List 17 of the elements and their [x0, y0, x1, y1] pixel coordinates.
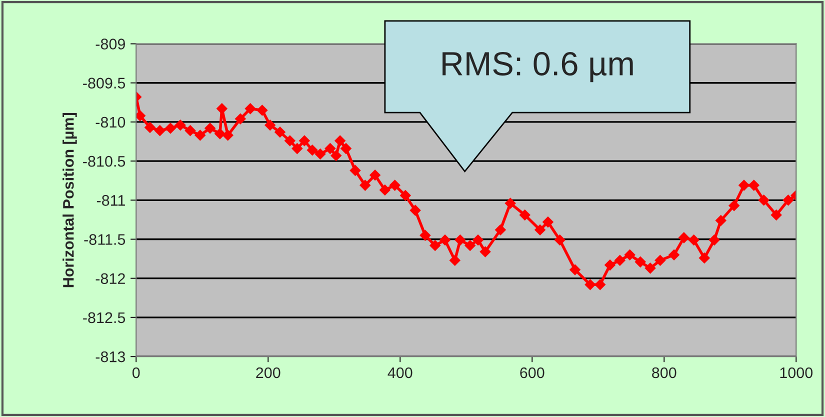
x-tick-label: 600	[520, 367, 544, 378]
x-tick-label: 0	[132, 367, 140, 378]
y-tick-label: -811.5	[84, 234, 126, 245]
x-tick-label: 1000	[780, 367, 813, 378]
y-tick-label: -809	[96, 38, 125, 50]
x-tick-label: 200	[256, 367, 280, 378]
annotation: RMS: 0.6 µm	[442, 52, 633, 82]
y-axis-title: Horizontal Position [µm]	[62, 113, 77, 288]
y-tick-label: -810	[96, 116, 126, 128]
x-tick-label: 800	[652, 367, 676, 378]
y-tick-label: -811	[96, 195, 125, 206]
y-tick-label: -812	[96, 273, 125, 284]
x-tick-label: 400	[388, 367, 412, 378]
y-tick-label: -810.5	[83, 156, 126, 167]
y-tick-label: -809.5	[83, 78, 126, 89]
y-tick-label: -812.5	[83, 312, 126, 324]
y-tick-label: -813	[96, 351, 126, 362]
